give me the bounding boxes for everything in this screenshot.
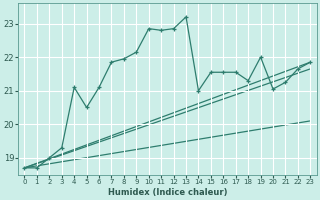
X-axis label: Humidex (Indice chaleur): Humidex (Indice chaleur)	[108, 188, 227, 197]
